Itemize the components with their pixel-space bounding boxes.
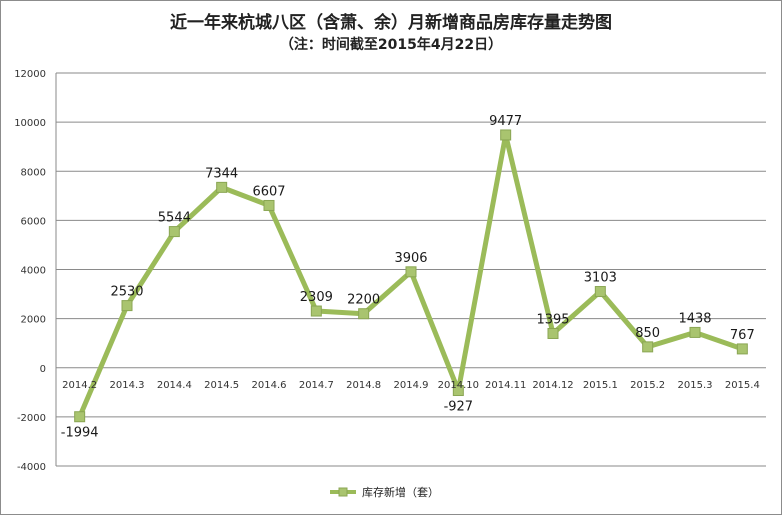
y-tick-label: 10000: [14, 118, 46, 129]
grid-lines: [55, 72, 766, 467]
y-tick-label: 0: [40, 364, 46, 375]
legend-label: 库存新增（套）: [362, 485, 439, 499]
y-tick-label: -4000: [17, 462, 46, 473]
data-label: 2200: [347, 293, 380, 308]
data-label: 850: [635, 326, 660, 341]
x-tick-label: 2015.2: [630, 380, 665, 391]
data-labels: -1994 2530 5544 7344 6607 2309 2200 3906 -927 947…: [61, 114, 755, 441]
x-tick-label: 2014.6: [252, 380, 287, 391]
x-tick-label: 2014.5: [204, 380, 239, 391]
data-label: 2309: [300, 290, 333, 305]
data-point: [263, 199, 275, 211]
y-tick-label: -2000: [17, 413, 46, 424]
data-label: -1994: [61, 426, 99, 441]
data-point: [642, 341, 654, 353]
x-tick-label: 2014.3: [110, 380, 145, 391]
data-point: [310, 305, 322, 317]
data-label: 5544: [158, 211, 191, 226]
x-tick-label: 2015.4: [725, 380, 760, 391]
data-point: [358, 308, 370, 320]
data-point: [594, 286, 606, 298]
data-point: [547, 327, 559, 339]
x-tick-label: 2014.8: [346, 380, 381, 391]
y-tick-label: 2000: [21, 315, 46, 326]
data-point: [736, 343, 748, 355]
x-tick-label: 2014.10: [438, 380, 479, 391]
data-label: 2530: [110, 285, 143, 300]
chart-title: 近一年来杭城八区（含萧、余）月新增商品房库存量走势图: [170, 13, 612, 33]
data-point: [500, 129, 512, 141]
data-point: [405, 266, 417, 278]
x-tick-label: 2015.3: [678, 380, 713, 391]
data-point: [452, 385, 464, 397]
x-axis-ticks: 2014.2 2014.3 2014.4 2014.5 2014.6 2014.7 2014…: [62, 380, 760, 391]
x-tick-label: 2014.2: [62, 380, 97, 391]
data-point: [216, 181, 228, 193]
data-point: [74, 411, 86, 423]
data-point: [689, 326, 701, 338]
data-label: 3906: [394, 251, 427, 266]
x-tick-label: 2014.9: [394, 380, 429, 391]
legend: 库存新增（套）: [330, 485, 439, 499]
y-tick-label: 8000: [21, 167, 46, 178]
x-tick-label: 2014.4: [157, 380, 192, 391]
chart-subtitle: （注：时间截至2015年4月22日）: [279, 37, 503, 53]
x-tick-label: 2015.1: [583, 380, 618, 391]
data-point: [121, 300, 133, 312]
data-point: [168, 226, 180, 238]
data-label: 767: [730, 328, 755, 343]
x-tick-label: 2014.11: [485, 380, 526, 391]
x-tick-label: 2014.7: [299, 380, 334, 391]
y-tick-label: 6000: [21, 216, 46, 227]
data-label: 6607: [252, 184, 285, 199]
data-label: 9477: [489, 114, 522, 129]
x-tick-label: 2014.12: [532, 380, 573, 391]
legend-marker: [338, 487, 348, 497]
y-axis-ticks: -4000 -2000 0 2000 4000 6000 8000 10000 12000: [14, 69, 46, 473]
data-label: 7344: [205, 166, 238, 181]
data-label: 3103: [584, 271, 617, 286]
data-label: 1438: [678, 311, 711, 326]
y-tick-label: 12000: [14, 69, 46, 80]
data-label: -927: [444, 400, 474, 415]
data-label: 1395: [536, 312, 569, 327]
series-markers: [74, 129, 748, 423]
y-tick-label: 4000: [21, 266, 46, 277]
